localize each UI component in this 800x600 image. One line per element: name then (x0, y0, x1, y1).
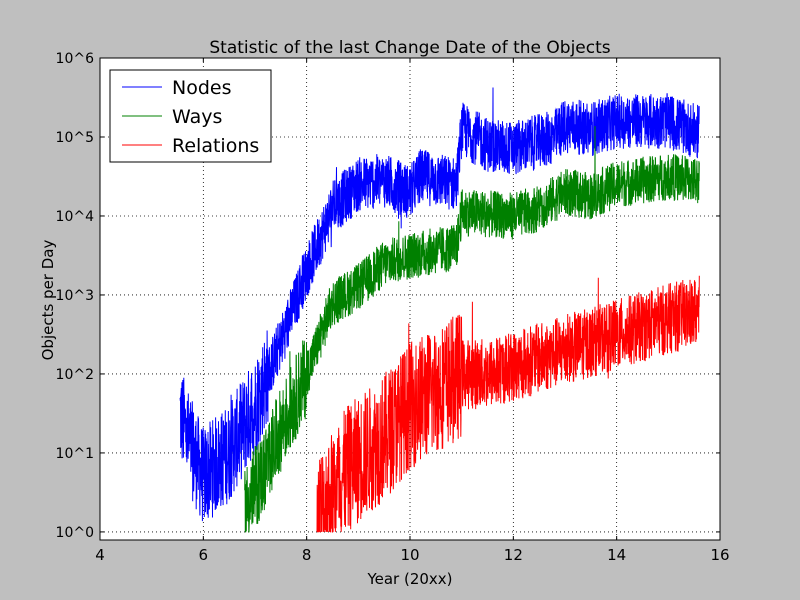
legend: Nodes Ways Relations (109, 69, 272, 163)
x-tick-label: 6 (199, 546, 209, 564)
x-axis-label: Year (20xx) (366, 570, 452, 588)
chart-title: Statistic of the last Change Date of the… (209, 38, 610, 58)
series-line-nodes (179, 87, 700, 522)
ticks: 4 6 8 10 12 14 16 10^0 10^1 10^2 10^3 10^4 10^5 10^6 (56, 51, 730, 564)
series-line-relations (316, 275, 700, 533)
legend-label: Nodes (172, 77, 232, 99)
x-tick-label: 12 (504, 546, 523, 564)
x-tick-label: 8 (302, 546, 312, 564)
y-tick-label: 10^2 (56, 367, 94, 383)
x-tick-label: 16 (710, 546, 729, 564)
y-tick-label: 10^1 (56, 446, 94, 462)
y-tick-label: 10^6 (56, 51, 95, 67)
x-tick-label: 14 (607, 546, 626, 564)
series-line-ways (244, 126, 700, 533)
y-axis-label: Objects per Day (39, 240, 57, 361)
legend-label: Ways (172, 106, 222, 128)
series-group (179, 87, 700, 533)
y-tick-label: 10^5 (56, 130, 94, 146)
y-tick-label: 10^3 (56, 288, 94, 304)
x-tick-label: 4 (95, 546, 105, 564)
y-tick-label: 10^0 (56, 525, 94, 541)
x-tick-label: 10 (400, 546, 419, 564)
y-tick-label: 10^4 (56, 209, 95, 225)
legend-label: Relations (172, 135, 259, 157)
